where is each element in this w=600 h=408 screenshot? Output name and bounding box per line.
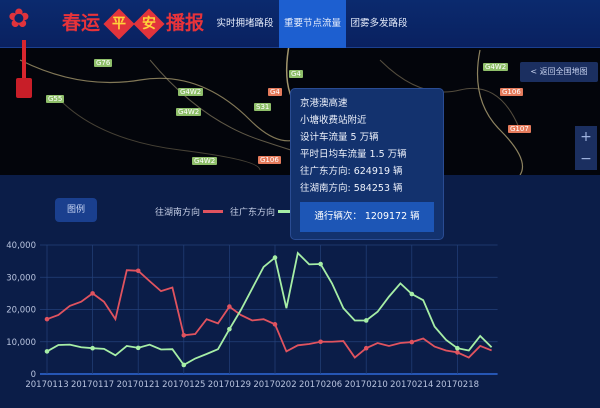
data-point <box>181 333 187 338</box>
y-tick-label: 10,000 <box>6 338 36 348</box>
x-tick-label: 20170113 <box>25 380 68 390</box>
road-label: G55 <box>46 95 65 103</box>
x-tick-label: 20170210 <box>345 380 388 390</box>
logo-char: 平 <box>112 16 126 32</box>
road-label: G4W2 <box>178 88 204 96</box>
legend-hunan-swatch <box>203 210 223 213</box>
legend-hunan-label[interactable]: 往湖南方向 <box>155 208 201 218</box>
x-tick-label: 20170129 <box>208 380 251 390</box>
tooltip-to-guangdong: 往广东方向: 624919 辆 <box>300 166 403 177</box>
road-label: G4 <box>289 70 303 78</box>
tooltip-to-hunan: 往湖南方向: 584253 辆 <box>300 183 403 194</box>
data-point <box>135 268 141 274</box>
tooltip-location: 小塘收费站附近 <box>300 115 367 126</box>
data-point <box>318 339 323 345</box>
logo-text: 春运 <box>62 12 101 34</box>
tooltip-road: 京港澳高速 <box>300 98 348 109</box>
road-label: G4W2 <box>176 108 202 116</box>
data-point <box>135 345 141 351</box>
road-label: G4W2 <box>192 157 218 165</box>
zoom-in-button[interactable]: + <box>575 126 597 148</box>
y-tick-label: 20,000 <box>6 306 36 316</box>
legend-guangdong-swatch <box>278 210 298 213</box>
tassel-decoration <box>22 40 26 90</box>
x-tick-label: 20170202 <box>253 380 296 390</box>
data-point <box>44 316 50 322</box>
chinese-knot-icon: ✿ <box>8 4 30 34</box>
data-point <box>363 318 369 323</box>
road-label: G4 <box>268 88 282 96</box>
series-line-guangdong <box>46 251 493 367</box>
logo-text: 播报 <box>166 12 205 34</box>
logo-char: 安 <box>142 16 156 32</box>
tab-key-node-flow[interactable]: 重要节点流量 <box>279 0 346 48</box>
data-point <box>272 322 278 327</box>
node-tooltip: 京港澳高速 小塘收费站附近 设计车流量 5 万辆 平时日均车流量 1.5 万辆 … <box>290 88 444 240</box>
data-point <box>227 326 232 332</box>
legend-guangdong-label[interactable]: 往广东方向 <box>230 208 276 218</box>
road-label: G4W2 <box>483 63 509 71</box>
road-label: G106 <box>500 88 523 96</box>
road-label: S31 <box>254 103 272 111</box>
x-tick-label: 20170218 <box>436 380 479 390</box>
data-point <box>44 349 50 354</box>
road-label: G106 <box>258 156 281 164</box>
y-tick-label: 0 <box>31 370 36 380</box>
data-point <box>181 362 187 368</box>
y-tick-label: 40,000 <box>6 241 36 251</box>
x-tick-label: 20170125 <box>162 380 205 390</box>
data-point <box>409 291 415 297</box>
logo-diamond: 平 <box>103 8 135 40</box>
tassel-decoration <box>16 78 32 98</box>
traffic-line-chart: 0 10,000 20,000 30,000 40,000 20170113 2017011… <box>6 241 498 390</box>
data-point <box>363 345 369 351</box>
data-point <box>318 261 323 267</box>
y-tick-label: 30,000 <box>6 273 36 283</box>
data-point <box>409 339 415 345</box>
tooltip-design-flow: 设计车流量 5 万辆 <box>300 132 379 143</box>
x-tick-label: 20170214 <box>390 380 433 390</box>
tab-realtime-congestion[interactable]: 实时拥堵路段 <box>216 18 274 29</box>
x-tick-label: 20170117 <box>71 380 114 390</box>
data-point <box>90 291 95 296</box>
data-point <box>90 345 95 351</box>
series-line-hunan <box>46 269 492 359</box>
zoom-out-button[interactable]: − <box>575 148 597 170</box>
logo-diamond: 安 <box>133 8 165 40</box>
back-to-national-map-button[interactable]: < 返回全国地图 <box>520 62 598 82</box>
tab-fog-sections[interactable]: 团雾多发路段 <box>350 18 408 29</box>
road-label: G107 <box>508 125 531 133</box>
data-point <box>272 255 278 260</box>
tooltip-avg-flow: 平时日均车流量 1.5 万辆 <box>300 149 407 160</box>
road-label: G76 <box>94 59 113 67</box>
header: ✿ 春运 平 安 播报 实时拥堵路段 重要节点流量 团雾多发路段 <box>0 0 600 48</box>
data-point <box>455 350 460 355</box>
legend-button[interactable]: 图例 <box>55 198 97 222</box>
data-point <box>455 345 460 351</box>
x-tick-label: 20170121 <box>117 380 160 390</box>
tooltip-total: 通行辆次： 1209172 辆 <box>300 202 434 232</box>
data-point <box>227 304 232 309</box>
x-tick-label: 20170206 <box>299 380 342 390</box>
